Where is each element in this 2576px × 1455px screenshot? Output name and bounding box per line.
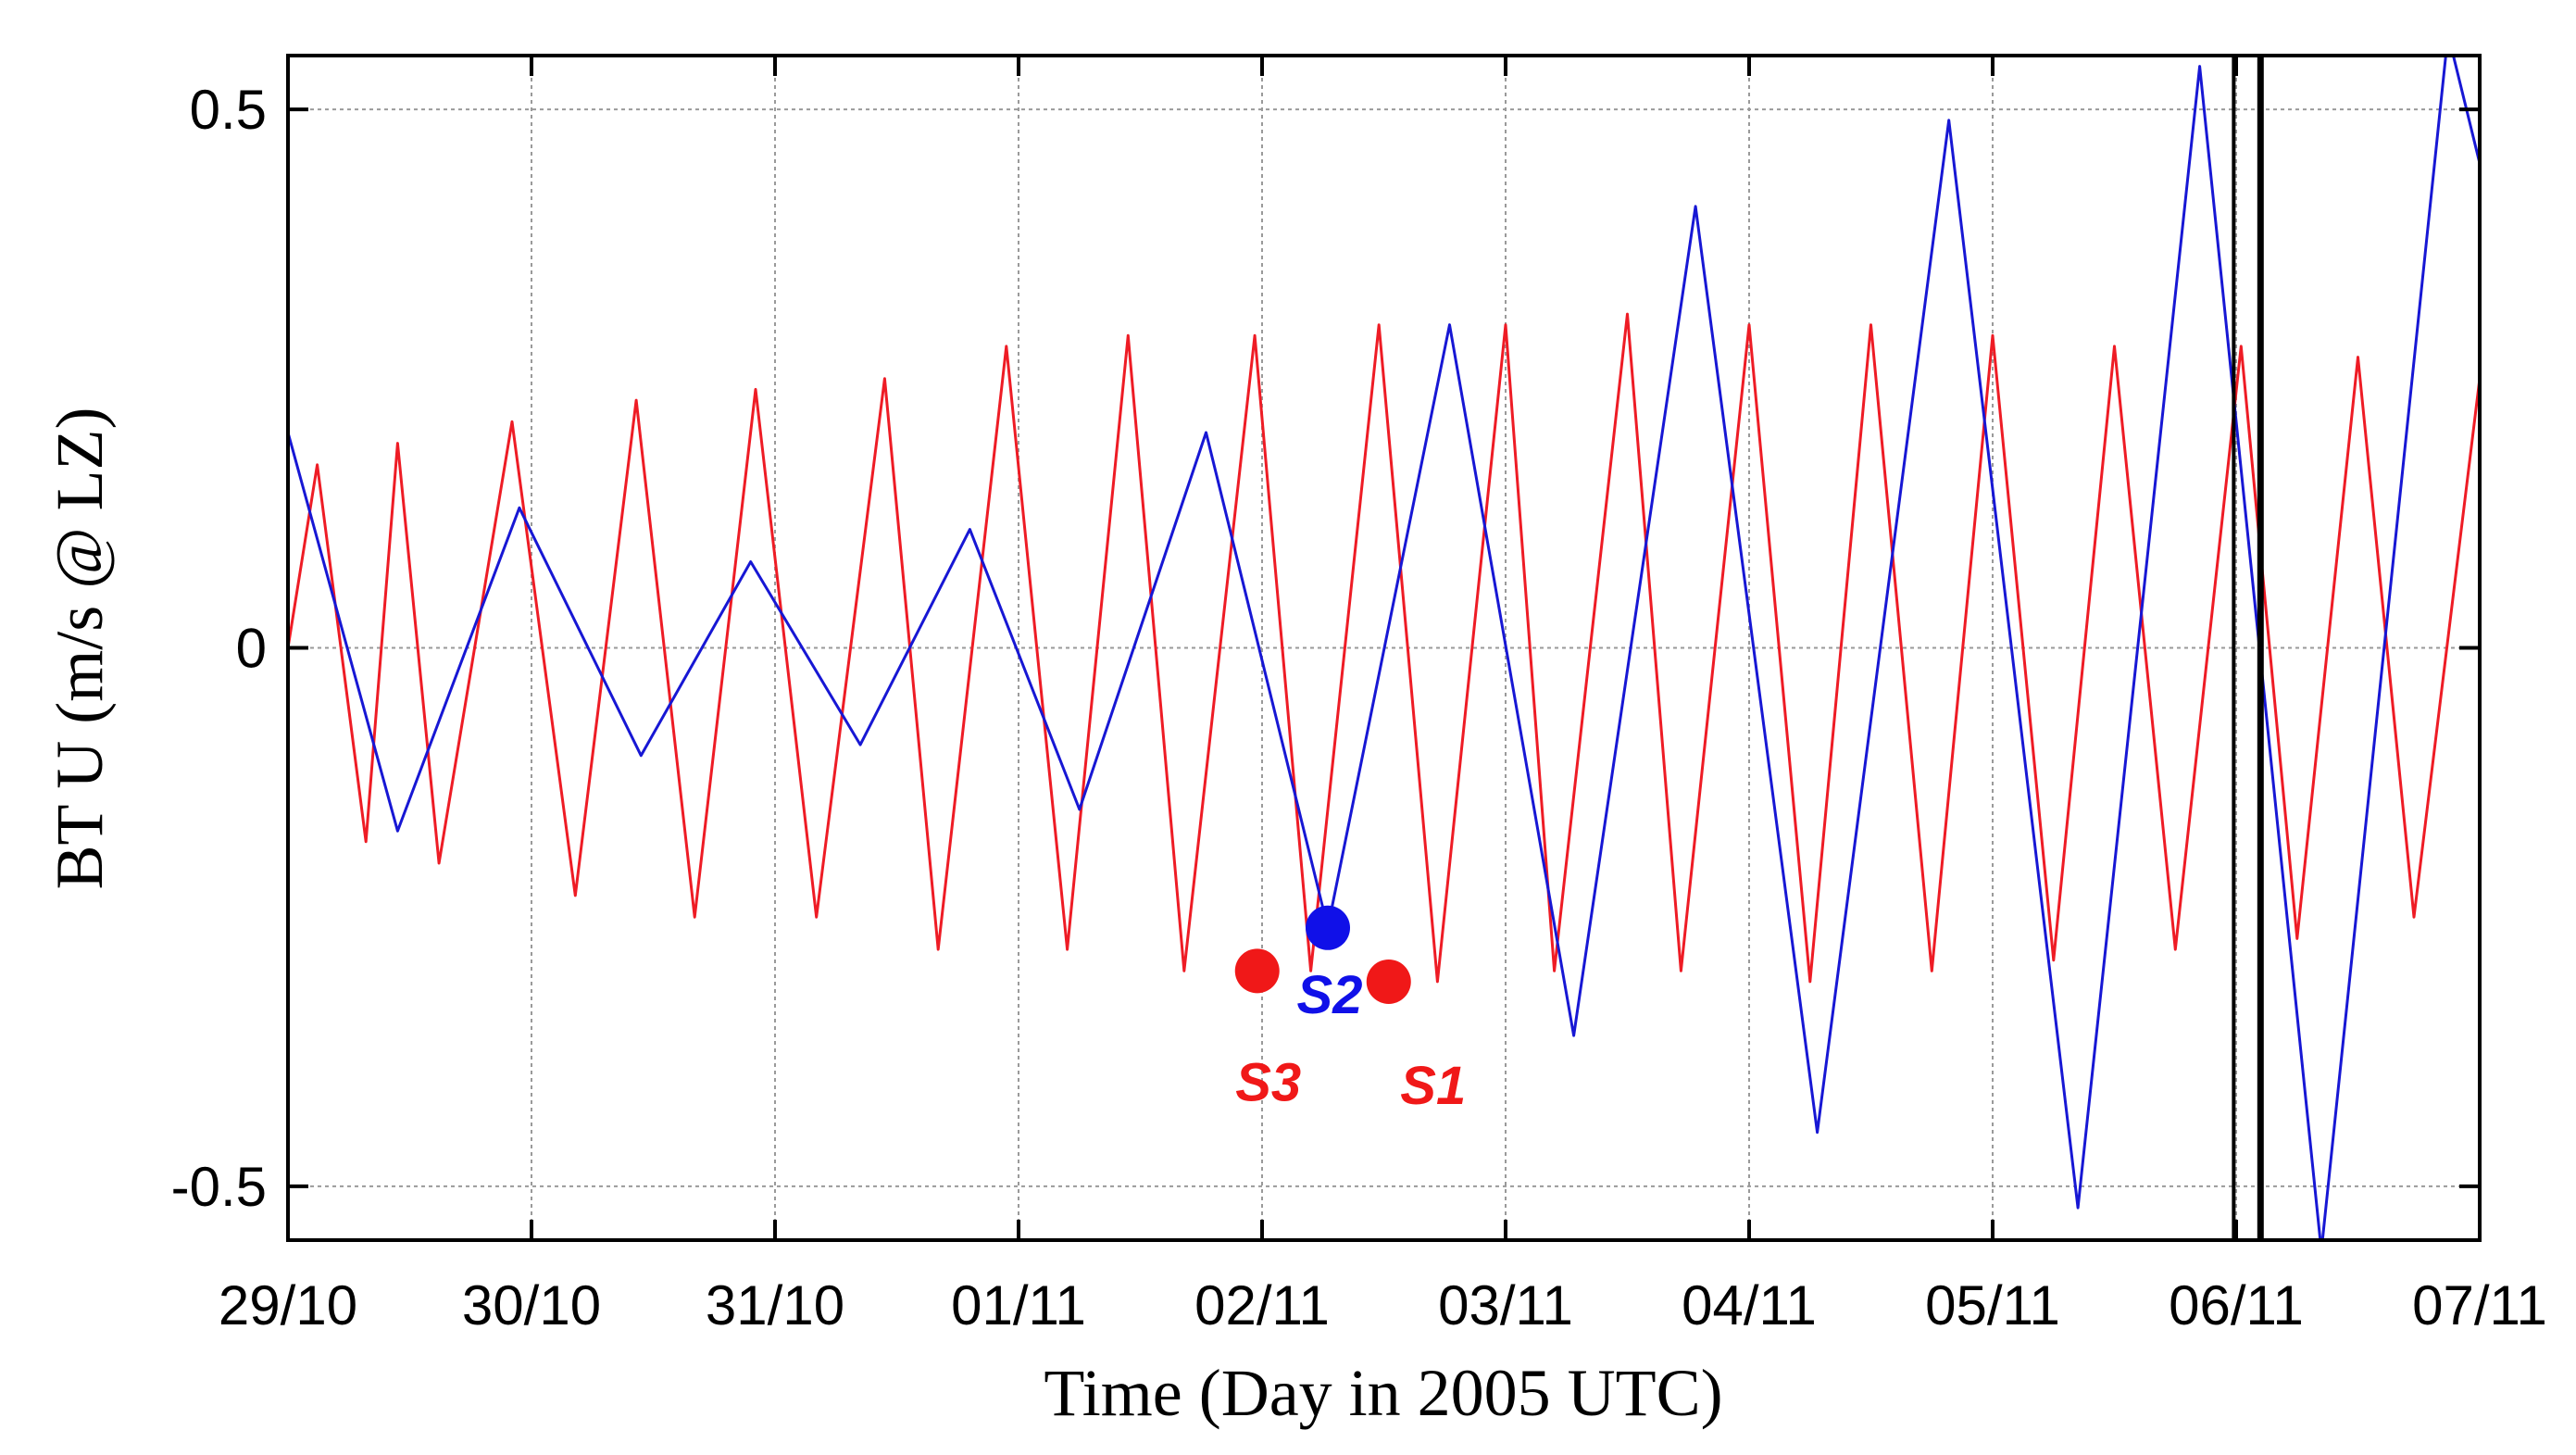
x-tick-label: 03/11	[1438, 1274, 1573, 1336]
x-tick-labels: 29/10 30/10 31/10 01/11 02/11 03/11 04/11 05/11…	[219, 1274, 2547, 1336]
y-tick-label: -0.5	[171, 1156, 267, 1218]
x-axis-title: Time (Day in 2005 UTC)	[1044, 1356, 1722, 1430]
x-tick-label: 01/11	[951, 1274, 1086, 1336]
x-tick-label: 02/11	[1194, 1274, 1330, 1336]
x-gridlines	[531, 56, 2237, 1240]
x-tick-label: 07/11	[2412, 1274, 2547, 1336]
tick-marks	[286, 56, 2482, 1240]
y-gridlines	[288, 108, 2480, 1187]
marker-s1-label: S1	[1400, 1056, 1466, 1116]
marker-s1-dot	[1366, 959, 1411, 1004]
series-line-diurnal	[288, 56, 2480, 1240]
x-tick-label: 31/10	[706, 1274, 844, 1336]
y-tick-label: 0	[236, 618, 267, 680]
series-line-semi-diurnal	[288, 312, 2480, 984]
x-tick-label: 05/11	[1925, 1274, 2060, 1336]
vertical-lines	[2232, 56, 2264, 1240]
y-tick-label: 0.5	[190, 79, 267, 141]
marker-s2-label: S2	[1297, 965, 1363, 1025]
y-tick-labels: -0.5 0 0.5	[171, 79, 267, 1218]
x-tick-label: 06/11	[2169, 1274, 2304, 1336]
x-tick-label: 30/10	[462, 1274, 601, 1336]
marker-s3-dot	[1234, 948, 1280, 994]
y-axis-title: BT U (m/s @ LZ)	[43, 408, 117, 890]
series-layer	[288, 56, 2480, 1240]
markers: S2 S3 S1	[1234, 905, 1466, 1116]
marker-s3-label: S3	[1235, 1052, 1301, 1112]
x-tick-label: 29/10	[219, 1274, 357, 1336]
marker-s2-dot	[1306, 905, 1351, 950]
x-tick-label: 04/11	[1682, 1274, 1817, 1336]
